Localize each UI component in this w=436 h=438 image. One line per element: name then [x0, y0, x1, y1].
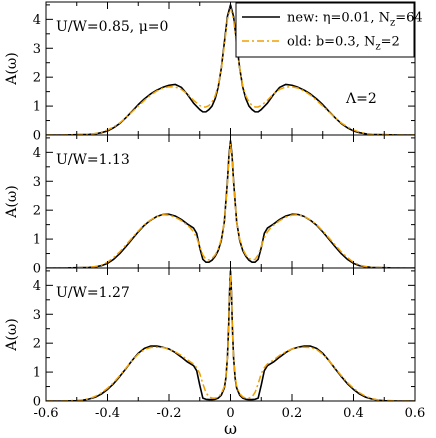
y-tick-label: 3 — [33, 42, 41, 57]
y-axis-label: A(ω) — [4, 185, 20, 218]
panel-middle: 0 1 2 3 4 A(ω) U/W=1.13 — [4, 134, 416, 277]
y-tick-label: 0 — [33, 129, 41, 144]
y-tick-label: 2 — [33, 337, 41, 352]
x-tick-label: -0.2 — [156, 406, 181, 421]
y-axis-label: A(ω) — [4, 318, 20, 351]
x-tick-label: -0.6 — [33, 406, 58, 421]
y-tick-label: 3 — [33, 175, 41, 190]
y-tick-label: 4 — [33, 279, 41, 294]
y-tick-label: 4 — [33, 13, 41, 28]
legend-entry: old: b=0.3, Nz=2 — [287, 35, 400, 53]
x-tick-label: 0.6 — [405, 406, 426, 421]
x-tick-label: 0.4 — [343, 406, 364, 421]
legend-entry: new: η=0.01, Nz=64 — [287, 11, 423, 29]
panel-annotation: U/W=1.27 — [56, 285, 130, 301]
y-tick-label: 1 — [33, 233, 41, 248]
series-line-old — [46, 273, 415, 401]
series-line-old — [46, 142, 415, 268]
x-axis-label: ω — [224, 419, 237, 438]
panel-top: 0 1 2 3 4 A(ω) U/W=0.85, μ=0 Λ=2 new: η=0.01, Nz… — [4, 1, 423, 144]
legend: new: η=0.01, Nz=64 old: b=0.3, Nz=2 — [235, 2, 423, 58]
y-tick-label: 0 — [33, 395, 41, 410]
x-tick-label: -0.4 — [95, 406, 120, 421]
y-axis-label: A(ω) — [4, 52, 20, 85]
y-tick-label: 1 — [33, 366, 41, 381]
x-tick-label: 0.2 — [282, 406, 303, 421]
panel-bottom: 0 1 2 3 4 A(ω) U/W=1.27 -0.6 -0.4 -0.2 0 0.2 0.4 0.6 ω — [4, 267, 426, 438]
x-tick-label: 0 — [226, 406, 234, 421]
y-tick-label: 0 — [33, 262, 41, 277]
panel-annotation: U/W=1.13 — [56, 152, 130, 168]
y-tick-label: 3 — [33, 308, 41, 323]
panel-annotation: U/W=0.85, μ=0 — [56, 19, 168, 35]
legend-box — [235, 2, 415, 58]
y-tick-label: 2 — [33, 71, 41, 86]
y-tick-label: 4 — [33, 146, 41, 161]
y-tick-label: 1 — [33, 100, 41, 115]
y-tick-label: 2 — [33, 204, 41, 219]
lambda-annotation: Λ=2 — [345, 91, 377, 107]
